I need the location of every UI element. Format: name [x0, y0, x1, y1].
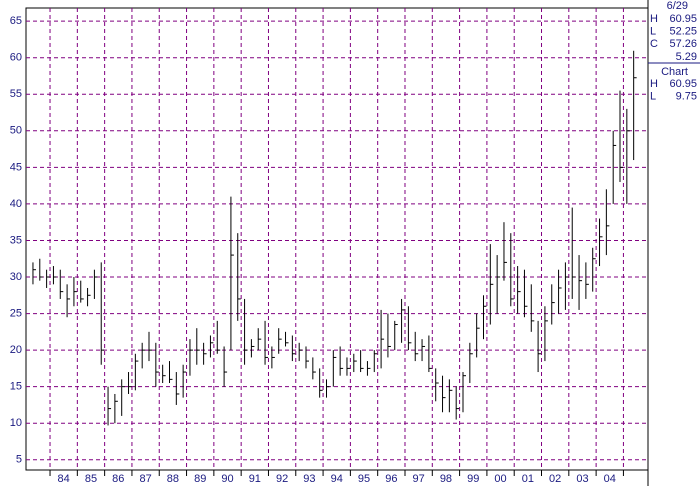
plot-frame	[25, 7, 649, 471]
x-tick-label: 02	[549, 473, 561, 485]
x-tick-label: 93	[303, 473, 315, 485]
panel-value: 60.95	[669, 78, 697, 90]
panel-range-title: Chart	[661, 66, 688, 78]
y-tick-label: 15	[10, 381, 22, 393]
panel-value: 57.26	[669, 38, 697, 50]
panel-value: 60.95	[669, 13, 697, 25]
x-tick-label: 94	[331, 473, 343, 485]
y-tick-label: 55	[10, 88, 22, 100]
y-tick-label: 50	[10, 125, 22, 137]
panel-label: L	[650, 90, 656, 102]
y-tick-label: 40	[10, 198, 22, 210]
x-tick-label: 00	[494, 473, 506, 485]
panel-label: C	[650, 38, 658, 50]
x-tick-label: 86	[112, 473, 124, 485]
panel-label: H	[650, 13, 658, 25]
y-tick-label: 35	[10, 234, 22, 246]
panel-change: 5.29	[676, 51, 697, 63]
x-tick-label: 85	[85, 473, 97, 485]
y-tick-label: 10	[10, 417, 22, 429]
panel-label: H	[650, 78, 658, 90]
x-tick-label: 90	[221, 473, 233, 485]
panel-value: 9.75	[676, 90, 697, 102]
x-tick-label: 04	[604, 473, 616, 485]
panel-date: 6/29	[667, 0, 688, 12]
y-tick-label: 60	[10, 52, 22, 64]
x-tick-label: 97	[413, 473, 425, 485]
x-tick-label: 87	[139, 473, 151, 485]
x-tick-label: 84	[58, 473, 70, 485]
y-tick-label: 45	[10, 161, 22, 173]
x-tick-label: 92	[276, 473, 288, 485]
panel-label: L	[650, 25, 656, 37]
y-tick-label: 20	[10, 344, 22, 356]
x-tick-label: 98	[440, 473, 452, 485]
x-tick-label: 01	[522, 473, 534, 485]
x-tick-label: 03	[576, 473, 588, 485]
y-tick-label: 25	[10, 307, 22, 319]
x-tick-label: 99	[467, 473, 479, 485]
panel-value: 52.25	[669, 25, 697, 37]
x-tick-label: 95	[358, 473, 370, 485]
y-tick-label: 5	[16, 454, 22, 466]
x-tick-label: 91	[249, 473, 261, 485]
y-tick-label: 65	[10, 15, 22, 27]
x-tick-label: 96	[385, 473, 397, 485]
x-tick-label: 88	[167, 473, 179, 485]
x-tick-label: 89	[194, 473, 206, 485]
y-tick-label: 30	[10, 271, 22, 283]
